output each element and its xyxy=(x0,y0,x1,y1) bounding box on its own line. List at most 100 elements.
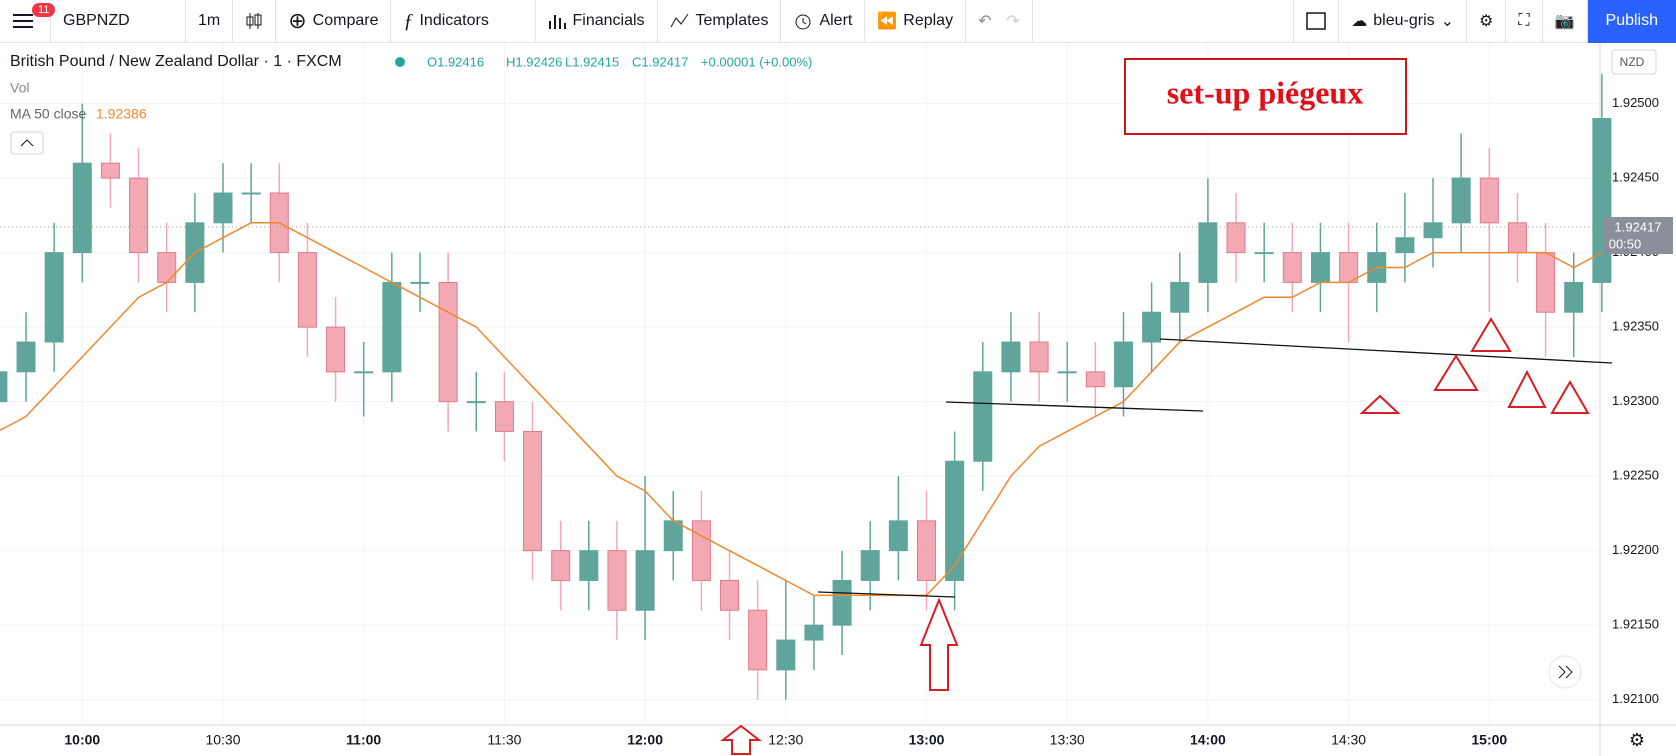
menu-button[interactable]: 11 xyxy=(0,0,56,43)
candle-body xyxy=(523,430,543,552)
candle-body xyxy=(917,520,936,581)
undo-redo[interactable]: ↶ ↷ xyxy=(966,0,1033,43)
y-tick-label: 1.92400 xyxy=(1612,244,1659,259)
x-tick-label: 13:30 xyxy=(1050,732,1085,748)
templates[interactable]: Templates xyxy=(658,0,782,43)
candle-body xyxy=(1451,177,1471,224)
candle-body xyxy=(579,550,599,581)
alert-label: Alert xyxy=(819,12,853,29)
candle-body xyxy=(1339,252,1359,283)
candle-body xyxy=(1507,222,1527,254)
layout-name[interactable]: ☁ bleu-gris ⌄ xyxy=(1339,0,1468,43)
candle-body xyxy=(1254,252,1274,255)
candle-body xyxy=(832,579,852,626)
candle-body xyxy=(0,371,8,403)
chart-type[interactable] xyxy=(233,0,277,43)
indicators-label: Indicators xyxy=(419,12,489,29)
candle-body xyxy=(1198,222,1218,283)
candle-body xyxy=(1395,237,1415,254)
x-tick-label: 15:00 xyxy=(1471,732,1507,748)
candle-body xyxy=(297,252,317,328)
candle-body xyxy=(1113,341,1133,388)
menu-icon xyxy=(13,14,33,28)
grid xyxy=(0,43,1600,725)
candle-body xyxy=(382,281,402,373)
bars-icon xyxy=(549,15,567,29)
candle-body xyxy=(635,550,655,611)
x-tick-label: 11:00 xyxy=(346,732,381,748)
templates-label: Templates xyxy=(695,12,769,29)
compare-label: Compare xyxy=(312,12,379,29)
alarm-icon xyxy=(795,14,811,30)
y-tick-label: 1.92350 xyxy=(1612,319,1659,334)
candle-body xyxy=(1226,222,1246,254)
chart: 1.92100 1.92150 1.92200 1.92250 1.92300 1.923… xyxy=(0,43,1676,756)
symbol[interactable]: GBPNZD xyxy=(51,0,186,43)
candle-body xyxy=(945,460,965,581)
x-tick-label: 10:00 xyxy=(64,732,100,748)
candle-body xyxy=(438,281,458,403)
candle-body xyxy=(720,579,740,611)
x-tick-label: 14:00 xyxy=(1190,732,1226,748)
candle-body xyxy=(1085,371,1105,388)
candle-body xyxy=(1423,222,1443,239)
candle-body xyxy=(410,281,430,284)
x-tick-label: 13:00 xyxy=(909,732,945,748)
candle-body xyxy=(1479,177,1499,224)
publish-button[interactable]: Publish xyxy=(1587,0,1676,43)
alert[interactable]: Alert xyxy=(781,0,866,43)
candle-body xyxy=(776,639,796,671)
candle-body xyxy=(16,341,36,373)
candle-body xyxy=(663,520,683,552)
square-icon xyxy=(1306,12,1327,30)
settings[interactable]: ⚙ xyxy=(1467,0,1507,43)
price-axis-bg xyxy=(1600,43,1676,756)
cloud-icon: ☁ xyxy=(1351,13,1368,30)
x-tick-label: 12:00 xyxy=(627,732,663,748)
candle-body xyxy=(804,624,824,641)
compare[interactable]: ⊕ Compare xyxy=(276,0,392,43)
y-tick-label: 1.92250 xyxy=(1612,468,1659,483)
candle-body xyxy=(1282,252,1302,283)
financials[interactable]: Financials xyxy=(536,0,658,43)
replay[interactable]: ⏪ Replay xyxy=(865,0,967,43)
plot xyxy=(0,73,1612,700)
y-tick-label: 1.92500 xyxy=(1612,95,1659,110)
candle-body xyxy=(1536,252,1556,313)
snapshot[interactable]: 📷 xyxy=(1543,0,1588,43)
candle-icon xyxy=(246,13,262,29)
x-tick-label: 11:30 xyxy=(487,732,521,748)
candle-body xyxy=(607,550,627,611)
layout-label: bleu-gris xyxy=(1373,12,1435,29)
candle-body xyxy=(157,252,177,283)
plus-icon: ⊕ xyxy=(288,8,307,33)
candle-body xyxy=(466,401,486,404)
fullscreen-box[interactable] xyxy=(1293,0,1340,43)
interval[interactable]: 1m xyxy=(186,0,234,43)
replay-label: Replay xyxy=(903,12,954,29)
candle-body xyxy=(748,609,768,671)
candle-body xyxy=(1001,341,1021,373)
y-tick-label: 1.92100 xyxy=(1612,691,1659,706)
notification-badge: 11 xyxy=(32,2,56,17)
y-tick-label: 1.92450 xyxy=(1612,170,1659,185)
candle-body xyxy=(213,192,233,224)
financials-label: Financials xyxy=(572,12,645,29)
candle-body xyxy=(241,192,261,195)
candle-body xyxy=(973,371,993,462)
templates-icon xyxy=(670,13,688,28)
candle-body xyxy=(860,550,880,581)
candle-body xyxy=(1310,252,1330,283)
ma-line xyxy=(0,222,1603,597)
candle-body xyxy=(1029,341,1049,373)
fullscreen[interactable]: ⛶ xyxy=(1506,0,1543,43)
candle-body xyxy=(129,177,149,254)
candle-body xyxy=(354,371,374,374)
indicators[interactable]: ƒ Indicators xyxy=(391,0,537,43)
candle-body xyxy=(44,252,64,343)
candle-body xyxy=(1057,371,1077,374)
fx-icon: ƒ xyxy=(403,9,414,32)
x-tick-label: 12:30 xyxy=(768,732,803,748)
candle-body xyxy=(494,401,514,432)
